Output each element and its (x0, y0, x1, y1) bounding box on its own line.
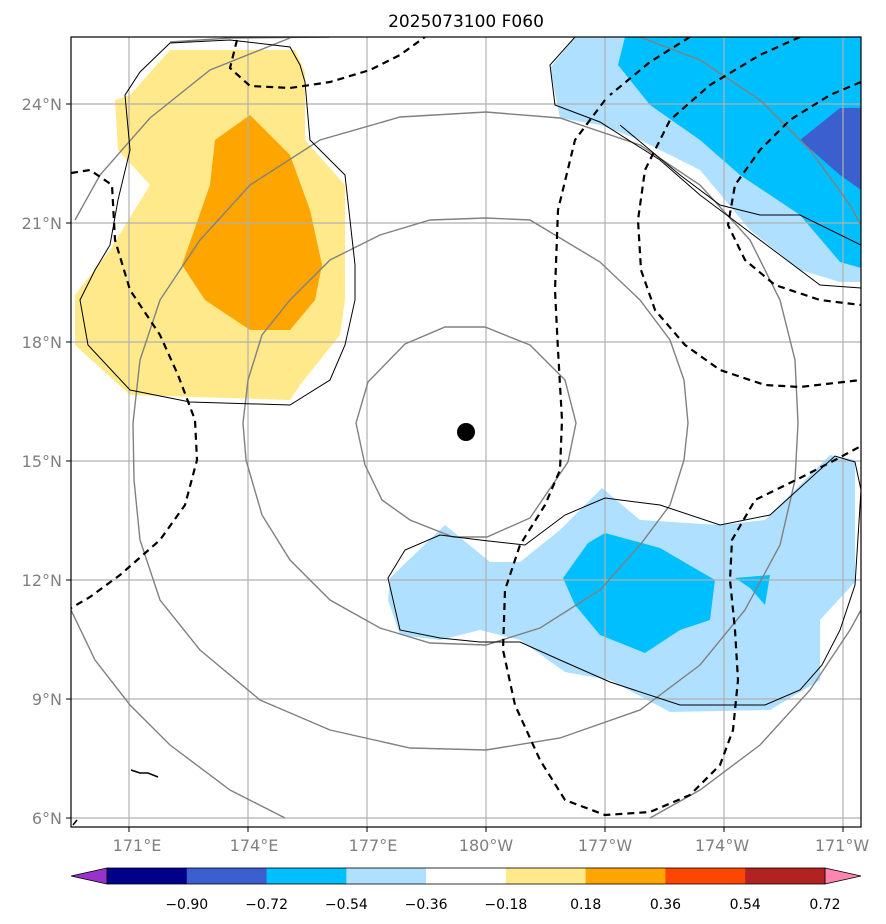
colorbar-segment (505, 868, 587, 884)
dashed-contours (71, 37, 861, 817)
colorbar-frame (106, 867, 826, 885)
range-ring-3 (132, 111, 799, 751)
colorbar-segment (665, 868, 746, 884)
lat-tick-label: 12°N (22, 571, 62, 590)
negative-anomaly-region-s-medium (563, 533, 715, 653)
lat-tick-marks (66, 103, 71, 819)
colorbar-extend-max (824, 867, 862, 885)
negative-anomaly-s-outline (387, 455, 861, 706)
dashed-contour-ne-2 (726, 80, 861, 307)
colorbar-tick-label: −0.90 (165, 897, 208, 913)
colorbar-segment (346, 868, 427, 884)
lon-tick-label: 174°E (230, 836, 279, 855)
lat-tick-labels: 24°N 21°N 18°N 15°N 12°N 9°N 6°N (22, 95, 62, 828)
colorbar-segment (186, 868, 268, 884)
colorbar-tick-label: 0.72 (809, 897, 840, 913)
negative-anomaly-region-s-medium-small (735, 575, 770, 605)
colorbar-extend-min (70, 867, 108, 885)
lon-tick-label: 177°E (349, 836, 398, 855)
range-ring-inner (355, 326, 577, 538)
map-title: 2025073100 F060 (388, 12, 544, 32)
dashed-contour-ne-3 (609, 37, 691, 96)
lon-tick-label: 171°E (113, 836, 162, 855)
colorbar-tick-label: −0.72 (245, 897, 288, 913)
colorbar-segments (107, 868, 826, 884)
colorbar-tick-label: 0.54 (730, 897, 761, 913)
colorbar-tick-label: 0.18 (570, 897, 601, 913)
colorbar-tick-label: −0.54 (325, 897, 368, 913)
colorbar-segment (745, 868, 826, 884)
map-frame (70, 36, 862, 828)
dashed-contour-center (501, 99, 861, 817)
range-ring-2 (242, 217, 689, 646)
island-fragment-2 (72, 819, 78, 826)
lat-tick-label: 18°N (22, 333, 62, 352)
positive-anomaly-outline (79, 39, 356, 406)
lat-tick-label: 24°N (22, 95, 62, 114)
storm-center-marker (457, 423, 475, 441)
range-rings (71, 37, 861, 819)
range-ring-4-left (74, 37, 291, 221)
negative-anomaly-ne-outline (549, 37, 861, 289)
colorbar-segment (585, 868, 666, 884)
lon-tick-label: 180°W (459, 836, 514, 855)
lon-tick-labels: 171°E 174°E 177°E 180°W 177°W 174°W 171°… (113, 836, 870, 855)
range-ring-4-bottom (71, 609, 286, 819)
lat-tick-label: 9°N (32, 690, 62, 709)
lat-tick-label: 6°N (32, 809, 62, 828)
lon-tick-marks (128, 827, 844, 832)
colorbar-tick-label: −0.36 (405, 897, 448, 913)
dashed-contour-northwest (228, 37, 426, 90)
colorbar-segment (107, 868, 188, 884)
anomaly-fills (75, 37, 861, 712)
lon-tick-label: 177°W (578, 836, 633, 855)
map-panel (71, 37, 861, 827)
negative-anomaly-region-ne-strong (800, 108, 861, 190)
colorbar: −0.90 −0.72 −0.54 −0.36 −0.18 0.18 0.36 0.54 0.7… (70, 867, 862, 913)
range-ring-4-bottom-right (649, 609, 861, 819)
dashed-contour-ne-1 (636, 37, 861, 389)
colorbar-tick-label: −0.18 (484, 897, 527, 913)
dashed-contour-west (71, 168, 199, 609)
lon-tick-label: 174°W (695, 836, 750, 855)
colorbar-segment (426, 868, 507, 884)
negative-anomaly-ne-outline-2 (619, 124, 861, 246)
island-fragment-1 (130, 769, 159, 778)
lat-tick-label: 15°N (22, 452, 62, 471)
colorbar-tick-label: 0.36 (650, 897, 681, 913)
colorbar-segment (266, 868, 347, 884)
colorbar-ticks: −0.90 −0.72 −0.54 −0.36 −0.18 0.18 0.36 0.54 0.7… (165, 897, 840, 913)
lat-tick-label: 21°N (22, 214, 62, 233)
lon-tick-label: 171°W (815, 836, 870, 855)
small-islands (72, 769, 159, 826)
contour-outlines (79, 37, 861, 706)
negative-anomaly-region-ne-medium (618, 37, 861, 268)
